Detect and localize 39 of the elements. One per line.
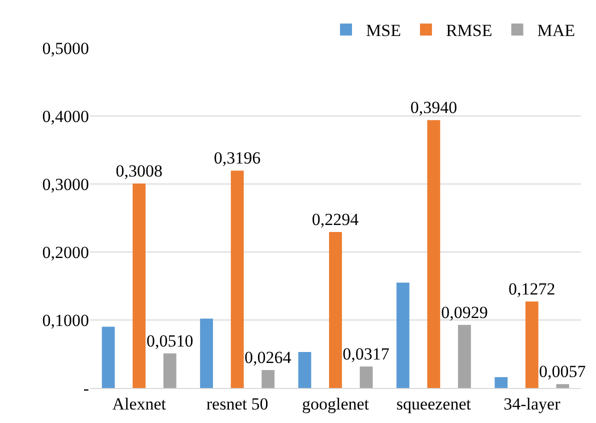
x-tick-label: 34-layer: [504, 394, 561, 414]
bar: [230, 170, 244, 388]
legend-label: MAE: [537, 21, 576, 40]
data-label: 0,0264: [244, 348, 292, 368]
bar: [102, 326, 115, 388]
x-tick-label: squeezenet: [396, 394, 472, 414]
data-label: 0,0510: [146, 331, 194, 350]
bar: [329, 232, 342, 388]
data-label: 0,3940: [410, 98, 458, 118]
x-tick-label: resnet 50: [206, 394, 268, 414]
data-label: 0,0317: [342, 344, 390, 364]
legend-label: MSE: [366, 21, 401, 40]
y-tick-label: -: [83, 378, 90, 398]
bar: [458, 324, 471, 388]
data-label: 0,1272: [508, 280, 556, 298]
y-tick-label: 0,4000: [42, 106, 89, 126]
data-label: 0,0929: [441, 302, 488, 322]
bar: [396, 282, 410, 388]
bar: [200, 318, 213, 388]
bar: [556, 384, 570, 388]
data-label: 0,3196: [214, 148, 261, 168]
x-tick-label: Alexnet: [112, 394, 166, 414]
bar: [163, 353, 176, 388]
bar: [494, 377, 508, 388]
bar: [132, 183, 146, 388]
bar: [298, 352, 312, 388]
y-tick-label: 0,5000: [42, 38, 89, 58]
bar: [525, 302, 538, 388]
y-tick-label: 0,1000: [42, 310, 89, 330]
legend-label: RMSE: [446, 21, 492, 40]
data-label: 0,0057: [539, 362, 586, 382]
data-label: 0,2294: [312, 210, 360, 230]
bar: [427, 120, 440, 388]
data-label: 0,3008: [116, 161, 162, 180]
x-tick-label: googlenet: [302, 394, 370, 414]
bar: [262, 370, 275, 388]
bar: [360, 366, 373, 388]
y-tick-label: 0,3000: [42, 174, 89, 194]
y-tick-label: 0,2000: [42, 242, 89, 262]
